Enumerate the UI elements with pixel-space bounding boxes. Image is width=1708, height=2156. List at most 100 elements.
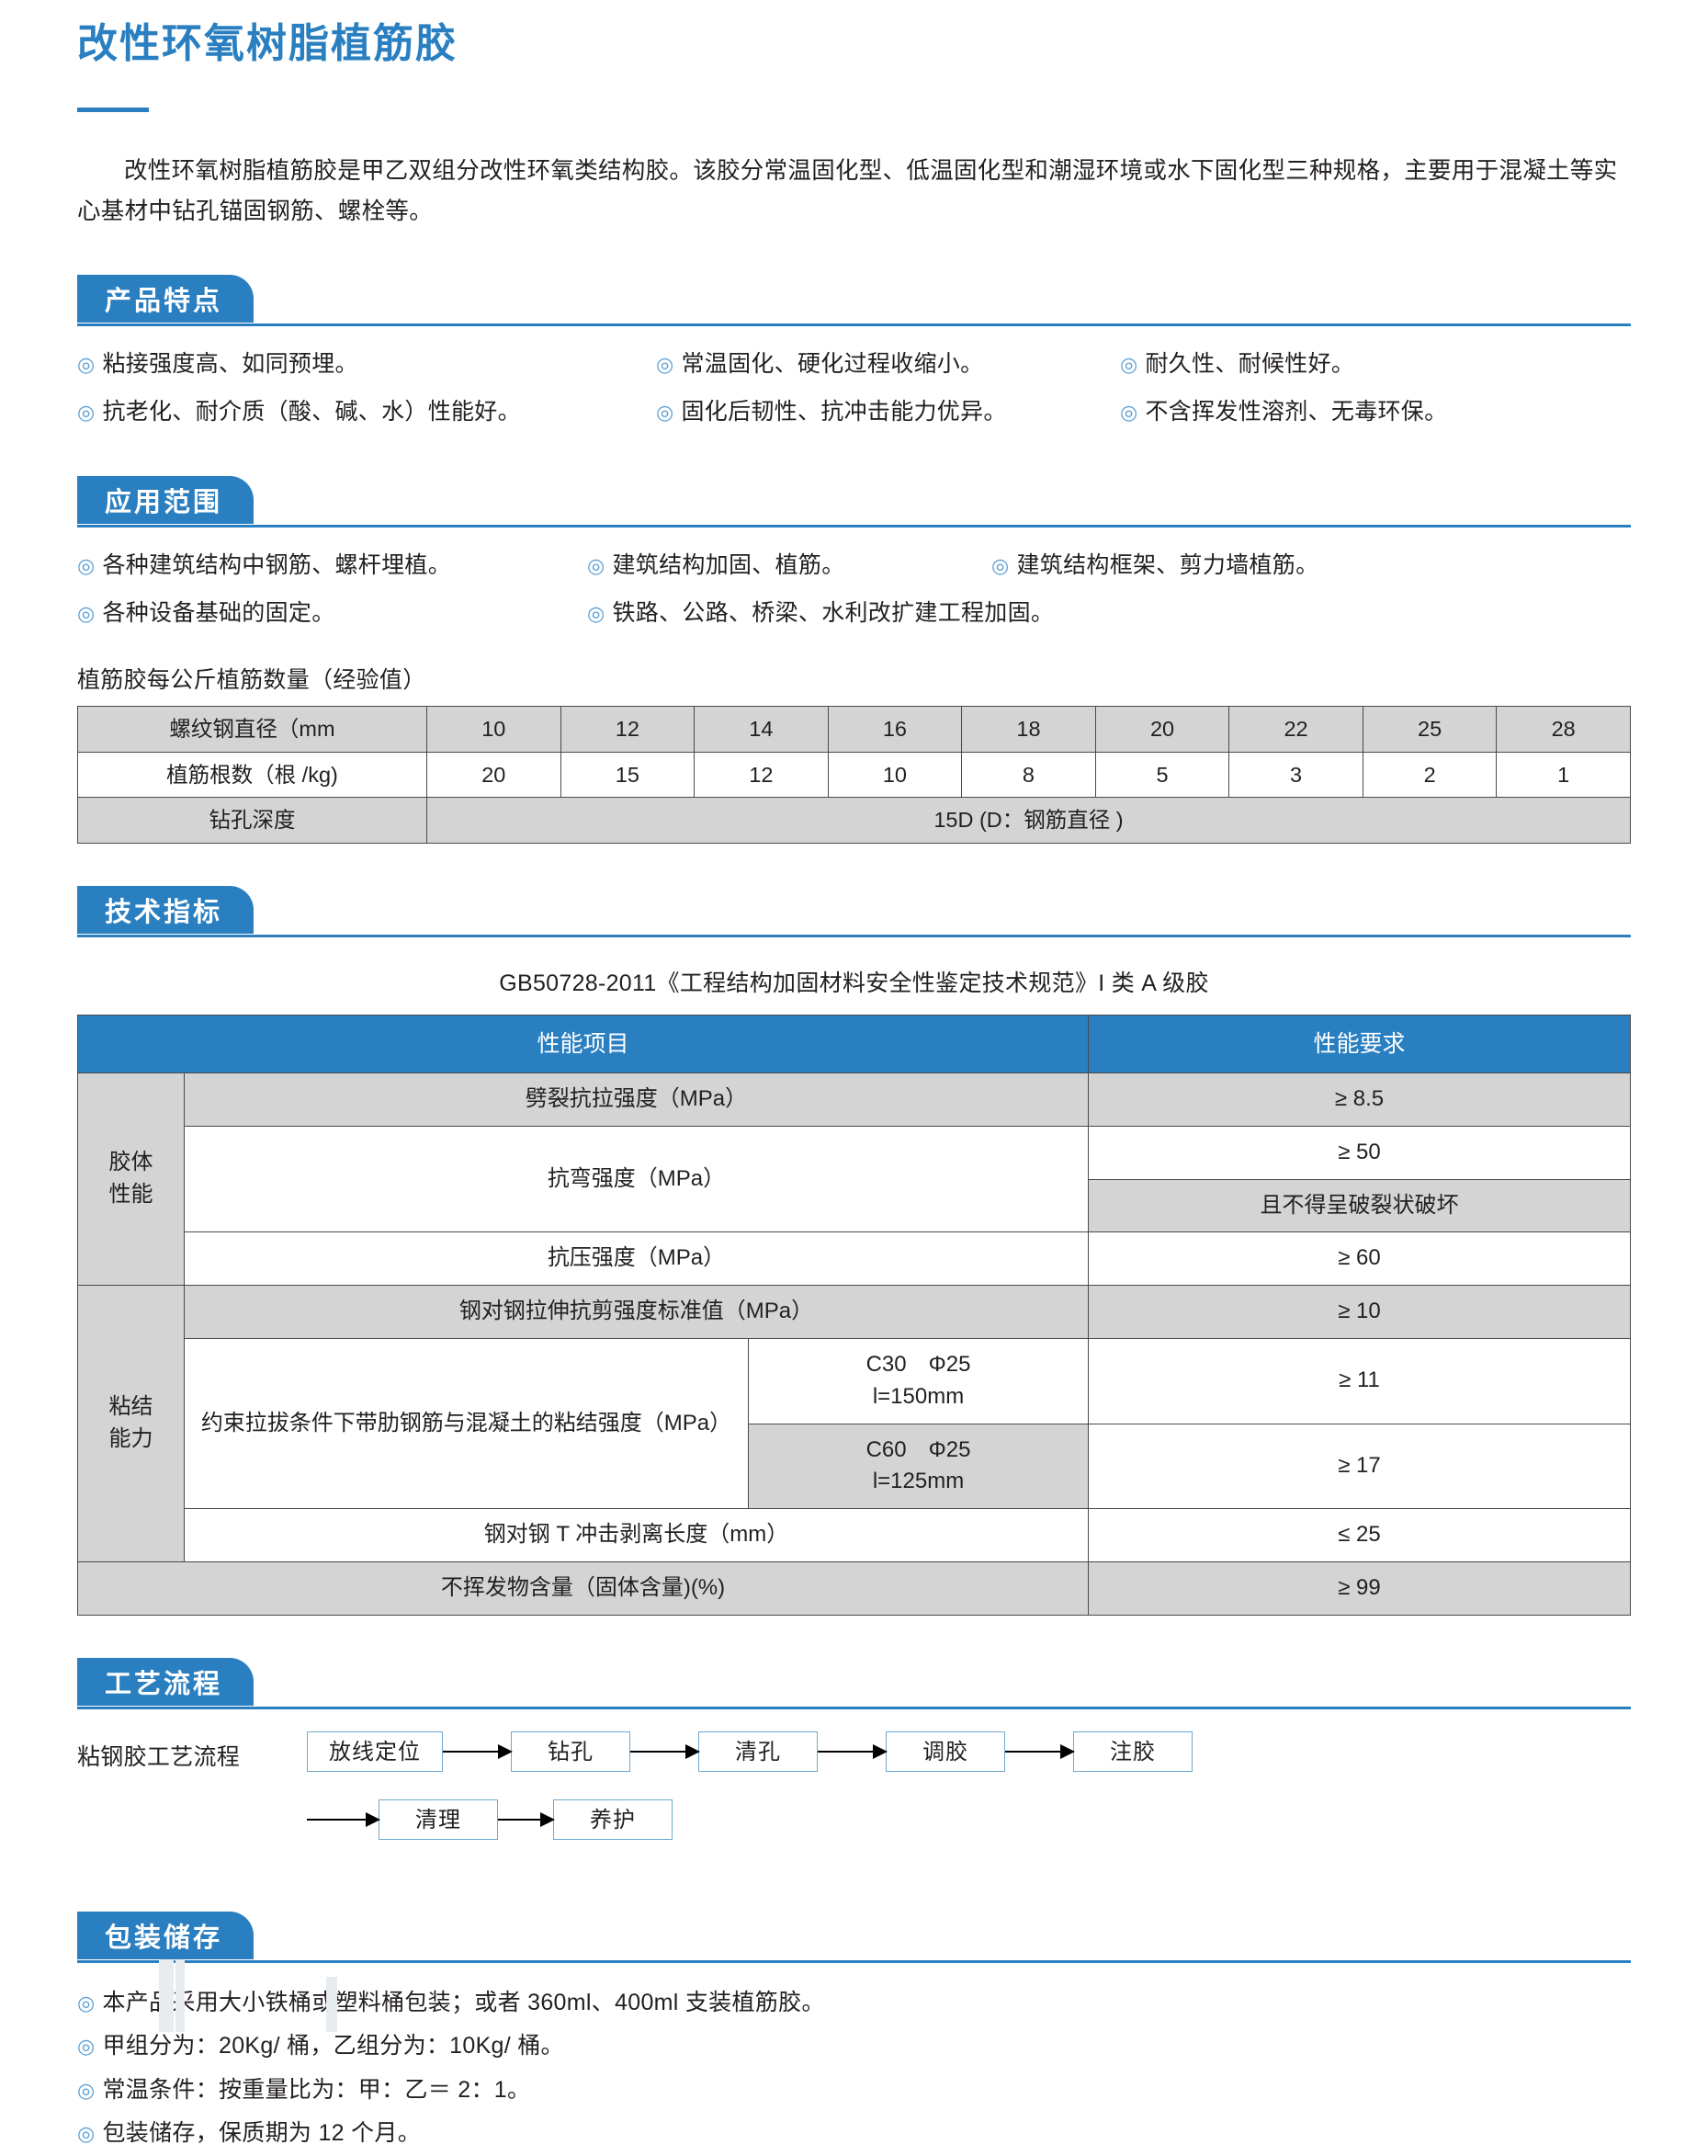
title-underline-rule	[77, 107, 149, 112]
cell-count: 1	[1496, 751, 1631, 799]
subcondition-grade: C60 Φ25	[865, 1436, 971, 1462]
category-glue-performance: 胶体 性能	[77, 1072, 185, 1287]
application-item-label: 铁路、公路、桥梁、水利改扩建工程加固。	[612, 599, 1055, 626]
category-label-line2: 性能	[108, 1182, 153, 1208]
bullet-circle-icon: ◎	[587, 601, 605, 625]
feature-row: ◎ 粘接强度高、如同预埋。 ◎ 常温固化、硬化过程收缩小。 ◎ 耐久性、耐候性好…	[77, 343, 1631, 385]
section-tab-features: 产品特点	[77, 275, 255, 323]
spec-item-label: 钢对钢拉伸抗剪强度标准值（MPa）	[184, 1285, 1089, 1339]
rebar-quantity-table: 螺纹钢直径（mm 10 12 14 16 18 20 22 25 28 植筋根数…	[77, 706, 1631, 844]
packaging-item: ◎ 常温条件：按重量比为：甲：乙＝ 2：1。	[77, 2069, 1631, 2113]
flow-row-first: 放线定位 钻孔 清孔 调胶 注胶	[307, 1730, 1193, 1772]
section-header-packaging: 包装储存	[77, 1911, 1631, 1963]
cell-diameter: 18	[961, 706, 1096, 753]
spec-requirement-value: ≥ 60	[1088, 1231, 1631, 1287]
flow-step-box: 调胶	[886, 1730, 1005, 1772]
table-row: 约束拉拔条件下带肋钢筋与混凝土的粘结强度（MPa） C30 Φ25 l=150m…	[78, 1337, 1631, 1510]
spec-requirement-note: 且不得呈破裂状破坏	[1088, 1178, 1631, 1233]
cell-diameter: 22	[1228, 706, 1363, 753]
application-item: ◎ 铁路、公路、桥梁、水利改扩建工程加固。	[587, 592, 1054, 634]
flow-step-box: 养护	[553, 1799, 673, 1840]
feature-item: ◎ 常温固化、硬化过程收缩小。	[656, 343, 1120, 385]
packaging-item-label: 甲组分为：20Kg/ 桶，乙组分为：10Kg/ 桶。	[102, 2033, 564, 2060]
flow-step-box: 清孔	[698, 1730, 818, 1772]
cell-diameter: 20	[1094, 706, 1230, 753]
flow-step-box: 注胶	[1073, 1730, 1193, 1772]
header-performance-requirement: 性能要求	[1088, 1014, 1631, 1073]
table-row: 且不得呈破裂状破坏	[78, 1178, 1631, 1233]
section-header-features: 产品特点	[77, 275, 1631, 327]
flow-step-box: 钻孔	[511, 1730, 630, 1772]
packaging-item: ◎ 甲组分为：20Kg/ 桶，乙组分为：10Kg/ 桶。	[77, 2025, 1631, 2069]
feature-item-label: 固化后韧性、抗冲击能力优异。	[681, 399, 1007, 426]
spec-requirement-value: ≥ 11	[1088, 1337, 1631, 1424]
bullet-circle-icon: ◎	[656, 401, 674, 425]
packaging-item-label: 本产品采用大小铁桶或塑料桶包装；或者 360ml、400ml 支装植筋胶。	[102, 1989, 825, 2015]
bullet-circle-icon: ◎	[77, 353, 96, 377]
spec-requirement-value: ≥ 50	[1088, 1125, 1631, 1180]
section-title-features: 产品特点	[105, 287, 223, 317]
bullet-circle-icon: ◎	[77, 2122, 96, 2146]
bullet-circle-icon: ◎	[587, 553, 605, 577]
technical-specification-table: 性能项目 性能要求 胶体 性能 劈裂抗拉强度（MPa） ≥ 8.5 抗弯强度（M…	[77, 1014, 1631, 1616]
bullet-circle-icon: ◎	[77, 601, 96, 625]
subcondition-length: l=150mm	[872, 1383, 965, 1409]
table-row: 粘结 能力 钢对钢拉伸抗剪强度标准值（MPa） ≥ 10	[77, 1285, 1631, 1562]
product-datasheet-page: 改性环氧树脂植筋胶 改性环氧树脂植筋胶是甲乙双组分改性环氧类结构胶。该胶分常温固…	[77, 21, 1631, 2146]
bullet-circle-icon: ◎	[77, 2078, 96, 2102]
application-item: ◎ 建筑结构框架、剪力墙植筋。	[991, 544, 1318, 586]
section-rule-features	[77, 323, 1631, 327]
application-item: ◎ 各种设备基础的固定。	[77, 592, 587, 634]
feature-item: ◎ 耐久性、耐候性好。	[1120, 343, 1354, 385]
spec-subcondition: C30 Φ25 l=150mm	[748, 1337, 1089, 1424]
row-label-drill-depth: 钻孔深度	[77, 797, 427, 844]
cell-diameter: 16	[827, 706, 963, 753]
spec-requirement-value: ≥ 8.5	[1088, 1072, 1631, 1127]
table-row: 抗弯强度（MPa） ≥ 50	[78, 1125, 1631, 1233]
application-item: ◎ 各种建筑结构中钢筋、螺杆埋植。	[77, 544, 587, 586]
subcondition-length: l=125mm	[872, 1469, 965, 1494]
feature-item: ◎ 固化后韧性、抗冲击能力优异。	[656, 391, 1120, 433]
application-list: ◎ 各种建筑结构中钢筋、螺杆埋植。 ◎ 建筑结构加固、植筋。 ◎ 建筑结构框架、…	[77, 544, 1631, 635]
section-tab-process: 工艺流程	[77, 1657, 255, 1706]
table-header-row: 性能项目 性能要求	[77, 1014, 1631, 1073]
flow-arrow-icon	[307, 1811, 380, 1827]
packaging-item-label: 包装储存，保质期为 12 个月。	[102, 2120, 422, 2147]
standard-reference-line: GB50728-2011《工程结构加固材料安全性鉴定技术规范》I 类 A 级胶	[499, 970, 1209, 996]
feature-row: ◎ 抗老化、耐介质（酸、碱、水）性能好。 ◎ 固化后韧性、抗冲击能力优异。 ◎ …	[77, 391, 1631, 433]
bullet-circle-icon: ◎	[77, 553, 96, 577]
feature-list: ◎ 粘接强度高、如同预埋。 ◎ 常温固化、硬化过程收缩小。 ◎ 耐久性、耐候性好…	[77, 343, 1631, 434]
spec-requirement-value: ≥ 17	[1088, 1423, 1631, 1510]
table-row: 植筋根数（根 /kg) 20 15 12 10 8 5 3 2 1	[77, 751, 1631, 799]
flow-step-box: 清理	[379, 1799, 498, 1840]
bullet-circle-icon: ◎	[656, 353, 674, 377]
cell-diameter: 10	[426, 706, 561, 753]
feature-item: ◎ 粘接强度高、如同预埋。	[77, 343, 656, 385]
spec-requirement-value: ≥ 99	[1088, 1560, 1631, 1616]
application-item-label: 各种设备基础的固定。	[102, 599, 335, 626]
section-tab-application: 应用范围	[77, 475, 255, 524]
flow-step-box: 放线定位	[307, 1730, 443, 1772]
spec-item-label: 抗弯强度（MPa）	[184, 1125, 1089, 1233]
section-header-application: 应用范围	[77, 475, 1631, 528]
cell-diameter: 12	[560, 706, 696, 753]
spec-item-label: 约束拉拔条件下带肋钢筋与混凝土的粘结强度（MPa）	[184, 1337, 749, 1510]
feature-item-label: 不含挥发性溶剂、无毒环保。	[1145, 399, 1448, 426]
section-rule-packaging	[77, 1959, 1631, 1963]
cell-count: 12	[694, 751, 829, 799]
spec-item-label: 抗压强度（MPa）	[184, 1231, 1089, 1287]
flow-arrow-icon	[498, 1811, 555, 1827]
bullet-circle-icon: ◎	[991, 553, 1010, 577]
flow-arrow-icon	[1005, 1743, 1075, 1759]
spec-item-label: 钢对钢 T 冲击剥离长度（mm）	[184, 1508, 1089, 1562]
cell-count: 15	[560, 751, 696, 799]
table-row: 螺纹钢直径（mm 10 12 14 16 18 20 22 25 28	[77, 706, 1631, 753]
flow-row-second: 清理 养护	[307, 1799, 673, 1840]
category-label-line1: 粘结	[108, 1394, 153, 1420]
row-label-count: 植筋根数（根 /kg)	[77, 751, 427, 799]
feature-item-label: 耐久性、耐候性好。	[1145, 351, 1355, 378]
bullet-circle-icon: ◎	[77, 1991, 96, 2014]
application-row: ◎ 各种设备基础的固定。 ◎ 铁路、公路、桥梁、水利改扩建工程加固。	[77, 592, 1631, 634]
cell-drill-depth-value: 15D (D：钢筋直径 )	[426, 797, 1631, 844]
table-row: 抗压强度（MPa） ≥ 60	[78, 1231, 1631, 1287]
